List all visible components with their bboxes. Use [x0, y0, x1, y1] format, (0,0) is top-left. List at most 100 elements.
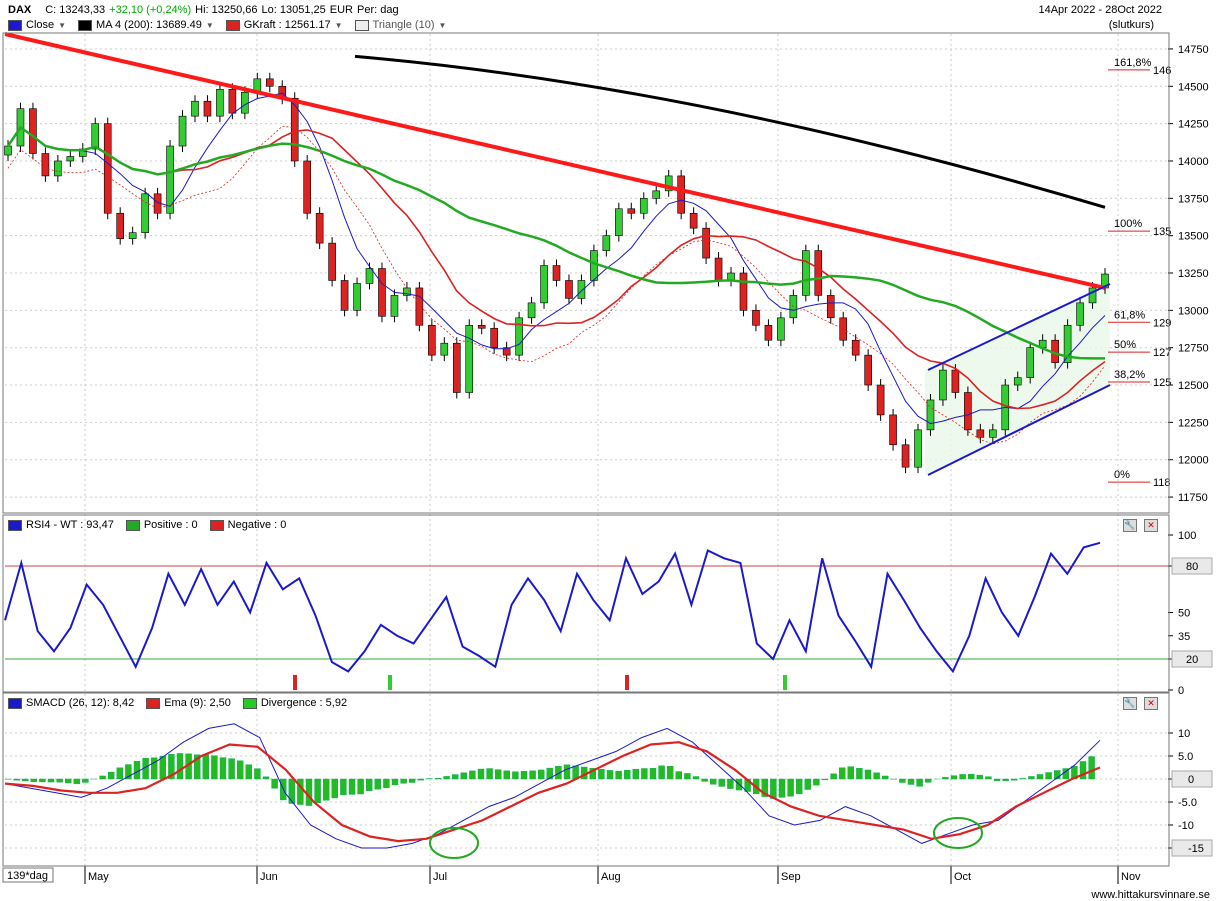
- macd-ema: Ema (9): 2,50: [164, 697, 231, 709]
- candle: [265, 78, 274, 87]
- candle: [864, 354, 872, 386]
- divergence-bar: [899, 778, 906, 783]
- footer-url[interactable]: www.hittakursvinnare.se: [1091, 889, 1210, 901]
- dropdown-icon[interactable]: ▼: [205, 20, 214, 30]
- candle: [166, 145, 174, 214]
- candle: [477, 324, 486, 329]
- divergence-bar: [1028, 776, 1035, 780]
- close-icon[interactable]: ✕: [1144, 696, 1158, 710]
- rsi-positive: Positive : 0: [143, 519, 198, 531]
- candle: [901, 444, 910, 468]
- rsi-line: [4, 541, 1101, 674]
- dropdown-icon[interactable]: ▼: [334, 20, 343, 30]
- divergence-bar: [125, 764, 132, 780]
- price-tick-label: 12000: [1178, 455, 1209, 467]
- fib-label: 50%: [1114, 339, 1136, 351]
- divergence-bar: [667, 765, 674, 780]
- divergence-bar: [796, 778, 803, 795]
- divergence-bar: [133, 761, 141, 780]
- macd-tick-label: 10: [1178, 728, 1190, 740]
- candle: [652, 190, 661, 199]
- divergence-bar: [391, 778, 399, 786]
- rsi-title: RSI4 - WT : 93,47: [26, 519, 114, 531]
- macd-line: [4, 723, 1101, 849]
- gkraft-swatch: [225, 19, 240, 31]
- legend-close[interactable]: Close: [26, 19, 55, 31]
- candle: [91, 123, 100, 150]
- rsi-pane: 1008050352008020: [4, 530, 1213, 697]
- price-tick-label: 14500: [1178, 81, 1209, 93]
- candle: [777, 317, 785, 341]
- divergence-bar: [297, 778, 304, 805]
- dropdown-icon[interactable]: ▼: [438, 20, 447, 30]
- candle: [627, 208, 636, 214]
- divergence-bar: [1036, 774, 1044, 780]
- candle: [714, 257, 723, 281]
- candle: [1063, 324, 1072, 363]
- divergence-bar: [400, 778, 407, 784]
- month-label: Aug: [601, 871, 621, 883]
- divergence-bar: [13, 778, 20, 781]
- candle: [365, 268, 374, 284]
- candle: [764, 324, 773, 341]
- candle: [1088, 287, 1097, 304]
- legend-gkraft[interactable]: GKraft : 12561.17: [243, 19, 331, 31]
- divergence-bar: [649, 767, 657, 780]
- candle: [914, 429, 922, 468]
- legend-triangle[interactable]: Triangle (10): [372, 19, 435, 31]
- divergence-bar: [357, 778, 364, 795]
- candle: [602, 235, 611, 251]
- positive-swatch: [125, 519, 140, 531]
- legend-ma4[interactable]: MA 4 (200): 13689.49: [96, 19, 202, 31]
- ma-green-line: [6, 125, 1105, 360]
- triangle-swatch: [354, 19, 369, 31]
- divergence-bar: [882, 775, 889, 780]
- candle: [4, 145, 12, 156]
- rsi-tag-box: [1171, 557, 1213, 575]
- candle: [415, 287, 424, 326]
- fib-tag: 135: [1153, 226, 1171, 238]
- candle: [340, 280, 349, 311]
- divergence-bar: [718, 778, 725, 787]
- divergence-bar: [727, 778, 734, 789]
- divergence-bar: [658, 765, 665, 780]
- divergence-bar: [460, 772, 467, 780]
- ema-line: [4, 741, 1101, 843]
- highlight-circle: [933, 817, 983, 849]
- macd-swatch: [8, 697, 22, 709]
- settings-icon[interactable]: 🔧: [1123, 696, 1137, 710]
- month-label: Sep: [781, 871, 801, 883]
- chart-header: DAX C: 13243,33 +32,10 (+0,24%) Hi: 1325…: [0, 2, 1216, 18]
- divergence-bar: [1053, 770, 1061, 780]
- divergence-bar: [82, 778, 89, 783]
- divergence-bar: [176, 753, 184, 780]
- month-label: Jul: [433, 871, 447, 883]
- divergence-bar: [150, 757, 158, 780]
- candle: [976, 429, 985, 438]
- divergence-bar: [959, 774, 966, 780]
- divergence-bar: [710, 778, 717, 785]
- divergence-bar: [778, 778, 786, 798]
- candle: [440, 342, 449, 356]
- candle: [66, 156, 75, 162]
- divergence-bar: [323, 778, 330, 801]
- settings-icon[interactable]: 🔧: [1123, 518, 1137, 532]
- dropdown-icon[interactable]: ▼: [58, 20, 67, 30]
- macd-pane: 105.00-5.0-10-150-15: [4, 723, 1213, 859]
- divergence-bar: [538, 769, 545, 780]
- candle: [1026, 347, 1035, 378]
- price-tick-label: 11750: [1178, 492, 1208, 504]
- rsi-signal-bar: [388, 675, 392, 690]
- candle: [428, 324, 436, 356]
- divergence-bar: [503, 770, 510, 780]
- candle: [677, 175, 685, 214]
- negative-swatch: [209, 519, 224, 531]
- divergence-bar: [443, 776, 450, 780]
- divergence-bar: [383, 778, 390, 789]
- candle: [116, 212, 124, 239]
- candle: [54, 160, 62, 177]
- macd-legend: SMACD (26, 12): 8,42 Ema (9): 2,50 Diver…: [0, 695, 1216, 711]
- close-icon[interactable]: ✕: [1144, 518, 1158, 532]
- highlight-circle: [429, 827, 479, 859]
